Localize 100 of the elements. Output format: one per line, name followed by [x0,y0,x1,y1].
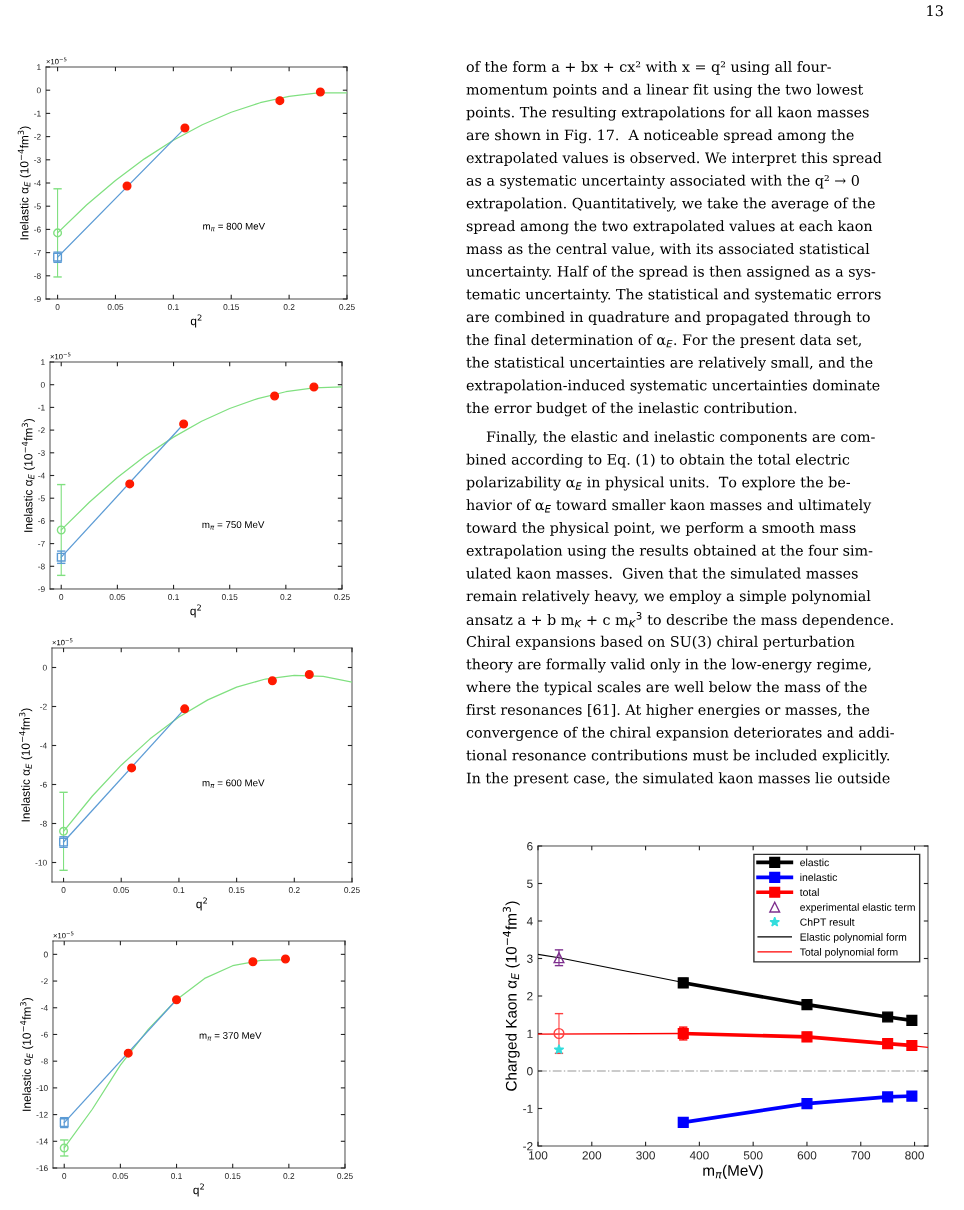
x-tick-label: 0.2 [280,594,292,600]
annotation: m$_{π}$ = 750 MeV [202,521,265,530]
x-axis-title: m$_{π}$(MeV) [703,1164,763,1179]
text: of the form a + bx + cx² with x = q² using all four- [466,60,831,76]
text: points. The resulting extrapolations for all kaon masses [466,106,869,121]
y-tick-label: -5 [34,203,41,210]
x-tick-label: 0.25 [337,1173,353,1179]
y-tick-label: -6 [38,518,45,524]
y-axis-title: Inelastic α$_{E}$ (10$^{−4}$fm$^{3}$) [19,708,33,822]
x-tick-label: 0.15 [228,887,245,893]
y-tick-label: -14 [36,1138,48,1145]
x-tick-label: 0 [62,1173,67,1179]
x-tick-label: 0 [55,304,60,310]
text: ansatz a + b m$_{K}$ + c m$_{K}$$^{3}$ to describe the mass dependence. [466,611,893,628]
y-tick-label: -12 [36,1111,48,1118]
y-tick-label: -10 [36,1085,48,1091]
text: the statistical uncertainties are relatively small, and the [466,356,873,371]
y-tick-label: 0 [527,1067,533,1076]
y-tick-label: -3 [38,450,45,456]
x-axis-title: q$^{2}$ [196,897,207,911]
y-tick-label: -2 [523,1142,533,1151]
text: as a systematic uncertainty associated with the q² → 0 [466,174,859,189]
y-tick-label: -2 [38,427,45,434]
x-tick-label: 700 [851,1151,871,1160]
text: are combined in quadrature and propagated through to [466,311,870,326]
text: extrapolated values is observed. We interpret this spread [466,152,882,166]
x-tick-label: 0 [61,887,66,893]
y-tick-label: -6 [34,226,41,233]
y-tick-label: 3 [527,954,533,963]
text: extrapolation. Quantitatively, we take the average of the [466,197,875,212]
text: bined according to Eq. (1) to obtain the total electric [466,453,850,468]
text: are shown in Fig. 17. A noticeable spread among the [466,129,854,144]
text: polarizability α$_{E}$ in physical units. To explore the be- [466,476,851,491]
x-tick-label: 0.1 [168,594,179,600]
text: toward the physical point, we perform a smooth mass [466,521,856,537]
y-tick-label: -2 [41,978,48,985]
text: 13 [927,5,943,17]
x-tick-label: 500 [743,1151,763,1160]
y-tick-label: 5 [527,879,533,888]
x-tick-label: 0.1 [171,1173,182,1179]
legend-label: total [799,888,819,896]
text: the final determination of α$_{E}$. For the present data set, [466,334,861,348]
y-tick-label: -1 [34,110,41,117]
text: mass as the central value, with its associated statistical [466,243,870,256]
text: remain relatively heavy, we employ a simple polynomial [466,590,871,605]
x-tick-label: 200 [582,1151,602,1160]
x-tick-label: 0.2 [288,887,300,893]
y-tick-label: -1 [523,1104,533,1113]
y-tick-label: -7 [38,540,45,547]
text: Chiral expansions based on SU(3) chiral perturbation [466,635,855,650]
x-tick-label: 0.2 [283,1173,295,1179]
x-tick-label: 0.25 [339,304,355,310]
y-tick-label: 6 [527,842,533,851]
legend-label: experimental elastic term [800,903,915,913]
y-axis-title: Inelastic α$_{E}$ (10$^{−4}$fm$^{3}$) [20,997,34,1111]
annotation: m$_{π}$ = 600 MeV [202,779,265,788]
text: momentum points and a linear fit using the two lowest [466,83,864,98]
text: tional resonance contributions must be included explicitly. [466,749,890,764]
text: the error budget of the inelastic contribution. [466,402,797,417]
text: spread among the two extrapolated values at each kaon [466,220,873,235]
x-tick-label: 0.15 [224,1173,241,1179]
y-tick-label: -10 [35,859,47,866]
x-tick-label: 0.05 [107,304,124,310]
annotation: m$_{π}$ = 370 MeV [199,1032,262,1041]
y-tick-label: -5 [38,495,45,502]
y-tick-label: 0 [42,664,47,671]
x-tick-label: 600 [797,1151,817,1160]
y-axis-title: Inelastic α$_{E}$ (10$^{−4}$fm$^{3}$) [17,126,31,240]
y-tick-label: 1 [527,1029,533,1038]
y-tick-label: -8 [38,563,45,570]
text: convergence of the chiral expansion deteriorates and addi- [466,726,894,741]
y-axis-title: Charged Kaon α$_{E}$ (10$^{−4}$fm$^{3}$) [502,901,520,1091]
x-tick-label: 0.05 [109,594,126,600]
y-tick-label: -6 [41,1031,48,1038]
x-tick-label: 0 [59,594,64,600]
text: first resonances [61]. At higher energies or masses, the [466,703,870,719]
y-tick-label: -2 [40,703,47,710]
legend-label: Elastic polynomial form [800,933,907,943]
text: In the present case, the simulated kaon masses lie outside [466,772,890,787]
y-tick-label: 1 [41,359,45,366]
legend-label: Total polynomial form [799,948,898,958]
x-tick-label: 0.25 [344,887,360,893]
y-tick-label: -4 [38,472,45,479]
y-tick-label: -4 [34,180,41,187]
x-tick-label: 0.05 [113,887,129,893]
text: ulated kaon masses. Given that the simulated masses [466,567,858,579]
y-tick-label: -8 [40,820,47,827]
y-tick-label: 4 [526,917,533,926]
y-tick-label: 0 [40,381,45,388]
text: where the typical scales are well below the mass of the [466,681,867,696]
x-tick-label: 800 [905,1151,924,1160]
x-axis-title: q$^{2}$ [190,604,201,618]
x-tick-label: 0.1 [167,304,179,310]
x-tick-label: 300 [636,1151,655,1160]
x-tick-label: 0.2 [283,304,295,310]
text: uncertainty. Half of the spread is then assigned as a sys- [466,265,876,280]
text: tematic uncertainty. The statistical and systematic errors [466,288,881,303]
y-tick-label: -9 [34,296,41,303]
y-tick-label: -1 [38,404,45,411]
x-tick-label: 400 [689,1151,709,1160]
